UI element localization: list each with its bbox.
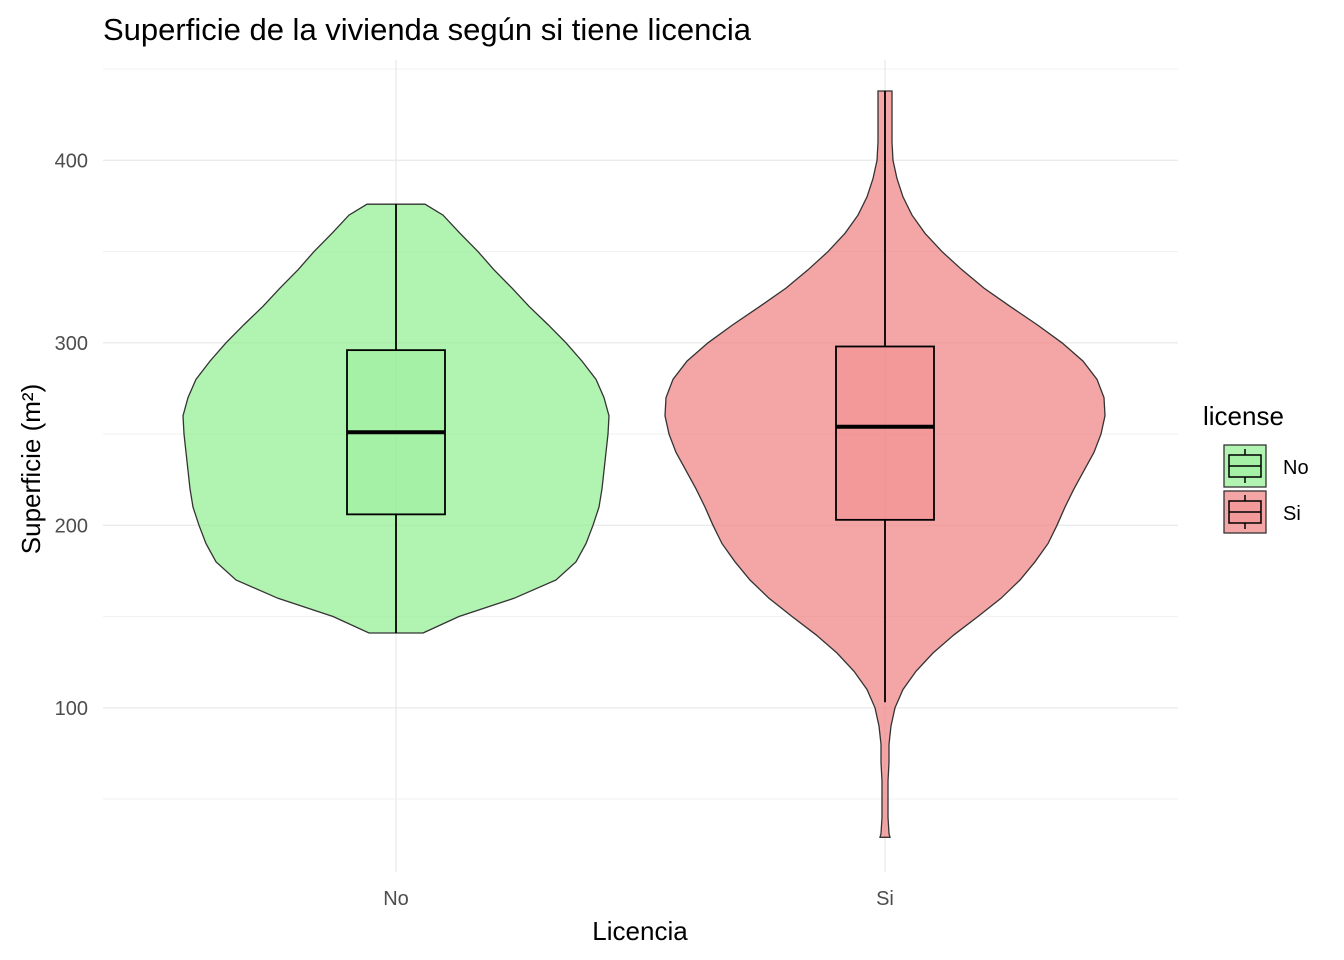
y-axis-title: Superficie (m²) bbox=[16, 384, 46, 554]
x-tick-label: No bbox=[383, 888, 409, 910]
x-axis-ticks: No Si bbox=[383, 888, 894, 910]
legend-title: license bbox=[1203, 401, 1284, 431]
y-tick-label: 200 bbox=[55, 515, 88, 537]
y-tick-label: 100 bbox=[55, 698, 88, 720]
legend-key-no: No bbox=[1223, 444, 1309, 488]
violin-si bbox=[664, 90, 1106, 838]
boxplots bbox=[346, 91, 935, 703]
x-tick-label: Si bbox=[876, 888, 894, 910]
x-axis-title: Licencia bbox=[592, 916, 688, 946]
y-tick-label: 300 bbox=[55, 333, 88, 355]
legend-key-si: Si bbox=[1223, 490, 1301, 534]
violin-no bbox=[182, 203, 610, 634]
legend-label-si: Si bbox=[1283, 503, 1301, 525]
chart-title: Superficie de la vivienda según si tiene… bbox=[103, 12, 752, 47]
box-si bbox=[835, 345, 935, 521]
y-tick-label: 400 bbox=[55, 150, 88, 172]
legend-label-no: No bbox=[1283, 457, 1309, 479]
legend: license No Si bbox=[1203, 401, 1309, 534]
violins bbox=[182, 90, 1106, 838]
y-axis-ticks: 100 200 300 400 bbox=[55, 150, 88, 719]
